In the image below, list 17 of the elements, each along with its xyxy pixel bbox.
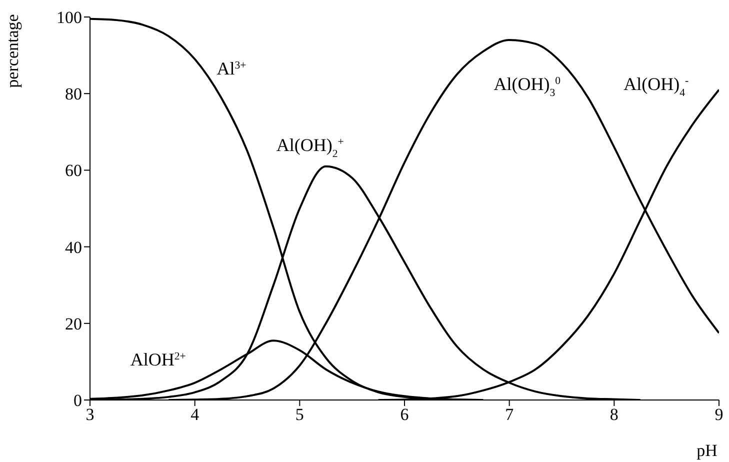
x-tick-label: 8 (610, 405, 618, 424)
y-tick-label: 40 (65, 238, 82, 257)
y-axis-title: percentage (3, 14, 22, 88)
x-tick-label: 3 (86, 405, 94, 424)
series-label: AlOH$^{2+}$ (130, 350, 186, 370)
y-tick-label: 20 (65, 314, 82, 334)
y-tick-label: 80 (65, 84, 82, 104)
y-tick-label: 100 (56, 8, 82, 28)
y-tick-label: 0 (74, 391, 82, 410)
x-tick-label: 6 (400, 405, 409, 424)
y-tick-label: 60 (65, 161, 82, 180)
x-axis-title: pH (696, 441, 718, 460)
series-label: Al$^{3+}$ (216, 58, 246, 78)
x-tick-label: 9 (714, 405, 724, 424)
x-tick-label: 4 (190, 405, 200, 424)
x-tick-label: 5 (295, 405, 304, 424)
x-tick-label: 7 (505, 405, 514, 424)
